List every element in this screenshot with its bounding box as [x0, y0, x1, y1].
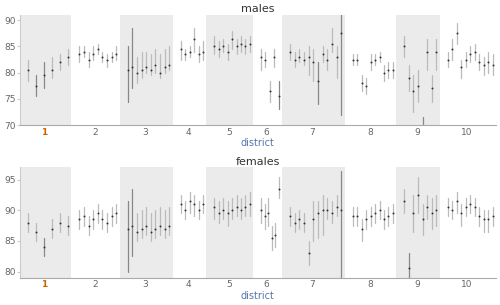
Bar — [282, 0, 344, 180]
Title: females: females — [236, 157, 280, 167]
Bar — [120, 112, 172, 305]
X-axis label: district: district — [241, 138, 275, 148]
Bar — [396, 112, 440, 305]
Title: males: males — [241, 4, 274, 14]
Bar — [396, 0, 440, 180]
Bar — [120, 0, 172, 180]
Bar — [282, 112, 344, 305]
X-axis label: district: district — [241, 291, 275, 301]
Bar — [20, 112, 72, 305]
Bar — [206, 0, 253, 180]
Bar — [20, 0, 72, 180]
Bar — [206, 112, 253, 305]
